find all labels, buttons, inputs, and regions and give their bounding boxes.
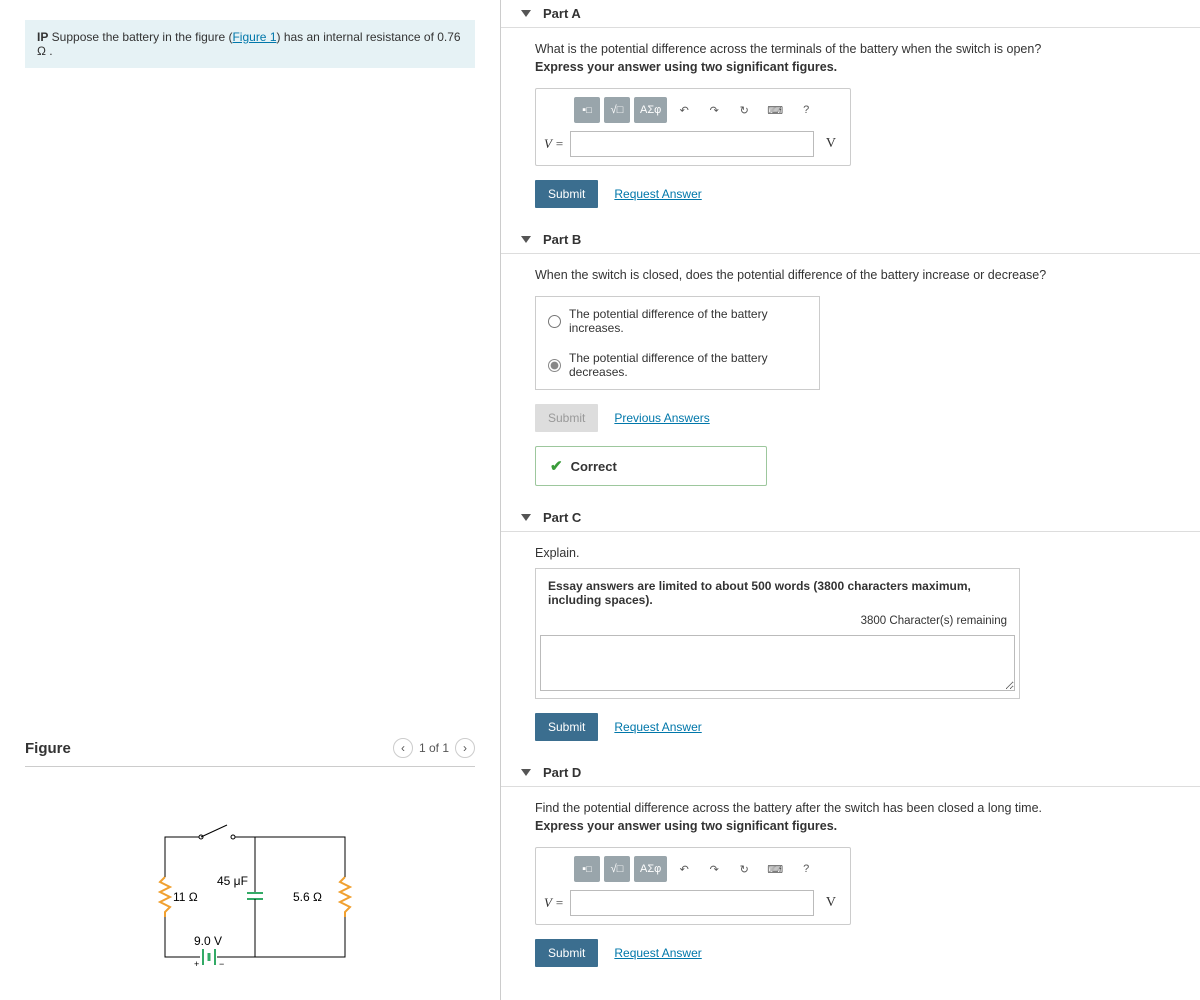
- help-button[interactable]: ?: [793, 97, 819, 123]
- template-icon[interactable]: ▪□: [574, 97, 600, 123]
- figure-prev-button[interactable]: ‹: [393, 738, 413, 758]
- part-d-header: Part D: [501, 759, 1200, 787]
- submit-button-d[interactable]: Submit: [535, 939, 598, 967]
- radio-input-1[interactable]: [548, 315, 561, 328]
- figure-section: Figure ‹ 1 of 1 › 11 Ω: [25, 738, 475, 980]
- problem-statement: IP Suppose the battery in the figure (Fi…: [25, 20, 475, 68]
- right-panel: Part A What is the potential difference …: [500, 0, 1200, 1000]
- request-answer-a[interactable]: Request Answer: [614, 187, 701, 201]
- radio-option-1[interactable]: The potential difference of the battery …: [536, 299, 819, 343]
- cap-label: 45 μF: [217, 874, 248, 888]
- correct-feedback: ✔ Correct: [535, 446, 767, 486]
- submit-button-a[interactable]: Submit: [535, 180, 598, 208]
- r2-label: 5.6 Ω: [293, 890, 322, 904]
- essay-textarea[interactable]: [540, 635, 1015, 691]
- part-a-title: Part A: [543, 6, 581, 21]
- part-a-header: Part A: [501, 0, 1200, 28]
- collapse-icon[interactable]: [521, 236, 531, 243]
- request-answer-c[interactable]: Request Answer: [614, 720, 701, 734]
- submit-button-c[interactable]: Submit: [535, 713, 598, 741]
- reset-icon[interactable]: ↻: [731, 97, 757, 123]
- previous-answers-b[interactable]: Previous Answers: [614, 411, 709, 425]
- part-b-title: Part B: [543, 232, 581, 247]
- radio-input-2[interactable]: [548, 359, 561, 372]
- figure-counter: 1 of 1: [419, 741, 449, 755]
- sqrt-icon[interactable]: √□: [604, 97, 630, 123]
- correct-label: Correct: [571, 459, 617, 474]
- radio-option-2[interactable]: The potential difference of the battery …: [536, 343, 819, 387]
- check-icon: ✔: [550, 457, 563, 475]
- part-d-title: Part D: [543, 765, 581, 780]
- part-d-question: Find the potential difference across the…: [535, 801, 1166, 815]
- essay-warning: Essay answers are limited to about 500 w…: [540, 573, 1015, 613]
- left-panel: IP Suppose the battery in the figure (Fi…: [0, 0, 500, 1000]
- part-b-question: When the switch is closed, does the pote…: [535, 268, 1166, 282]
- keyboard-icon[interactable]: ⌨: [761, 856, 789, 882]
- part-b-header: Part B: [501, 226, 1200, 254]
- figure-next-button[interactable]: ›: [455, 738, 475, 758]
- part-a-instruction: Express your answer using two significan…: [535, 60, 1166, 74]
- redo-icon[interactable]: ↷: [701, 856, 727, 882]
- problem-prefix: IP: [37, 30, 48, 44]
- svg-text:−: −: [219, 959, 224, 969]
- radio-group: The potential difference of the battery …: [535, 296, 820, 390]
- r1-label: 11 Ω: [173, 890, 198, 904]
- part-d-body: Find the potential difference across the…: [501, 787, 1200, 985]
- part-c-title: Part C: [543, 510, 581, 525]
- sqrt-icon[interactable]: √□: [604, 856, 630, 882]
- keyboard-icon[interactable]: ⌨: [761, 97, 789, 123]
- radio-label-2: The potential difference of the battery …: [569, 351, 807, 379]
- reset-icon[interactable]: ↻: [731, 856, 757, 882]
- request-answer-d[interactable]: Request Answer: [614, 946, 701, 960]
- collapse-icon[interactable]: [521, 514, 531, 521]
- v-label: 9.0 V: [194, 934, 222, 948]
- greek-button[interactable]: ΑΣφ: [634, 856, 667, 882]
- part-a-question: What is the potential difference across …: [535, 42, 1166, 56]
- part-a-body: What is the potential difference across …: [501, 28, 1200, 226]
- undo-icon[interactable]: ↶: [671, 856, 697, 882]
- submit-button-b: Submit: [535, 404, 598, 432]
- unit-d: V: [820, 892, 842, 914]
- part-b-body: When the switch is closed, does the pote…: [501, 254, 1200, 504]
- problem-text-before: Suppose the battery in the figure (: [48, 30, 232, 44]
- var-label-a: V =: [544, 136, 564, 152]
- radio-label-1: The potential difference of the battery …: [569, 307, 807, 335]
- essay-remaining: 3800 Character(s) remaining: [540, 613, 1015, 635]
- unit-a: V: [820, 133, 842, 155]
- template-icon[interactable]: ▪□: [574, 856, 600, 882]
- figure-title: Figure: [25, 740, 71, 757]
- undo-icon[interactable]: ↶: [671, 97, 697, 123]
- part-c-body: Explain. Essay answers are limited to ab…: [501, 532, 1200, 759]
- greek-button[interactable]: ΑΣφ: [634, 97, 667, 123]
- answer-input-d[interactable]: [570, 890, 814, 916]
- figure-nav: ‹ 1 of 1 ›: [393, 738, 475, 758]
- part-c-question: Explain.: [535, 546, 1166, 560]
- circuit-diagram: 11 Ω 5.6 Ω 45 μF + −: [25, 807, 475, 980]
- help-button[interactable]: ?: [793, 856, 819, 882]
- redo-icon[interactable]: ↷: [701, 97, 727, 123]
- answer-frame-a: ▪□ √□ ΑΣφ ↶ ↷ ↻ ⌨ ? V = V: [535, 88, 851, 166]
- essay-frame: Essay answers are limited to about 500 w…: [535, 568, 1020, 699]
- part-c-header: Part C: [501, 504, 1200, 532]
- collapse-icon[interactable]: [521, 769, 531, 776]
- collapse-icon[interactable]: [521, 10, 531, 17]
- svg-text:+: +: [194, 959, 199, 969]
- part-d-instruction: Express your answer using two significan…: [535, 819, 1166, 833]
- figure-link[interactable]: Figure 1: [232, 30, 276, 44]
- var-label-d: V =: [544, 895, 564, 911]
- answer-input-a[interactable]: [570, 131, 814, 157]
- answer-frame-d: ▪□ √□ ΑΣφ ↶ ↷ ↻ ⌨ ? V = V: [535, 847, 851, 925]
